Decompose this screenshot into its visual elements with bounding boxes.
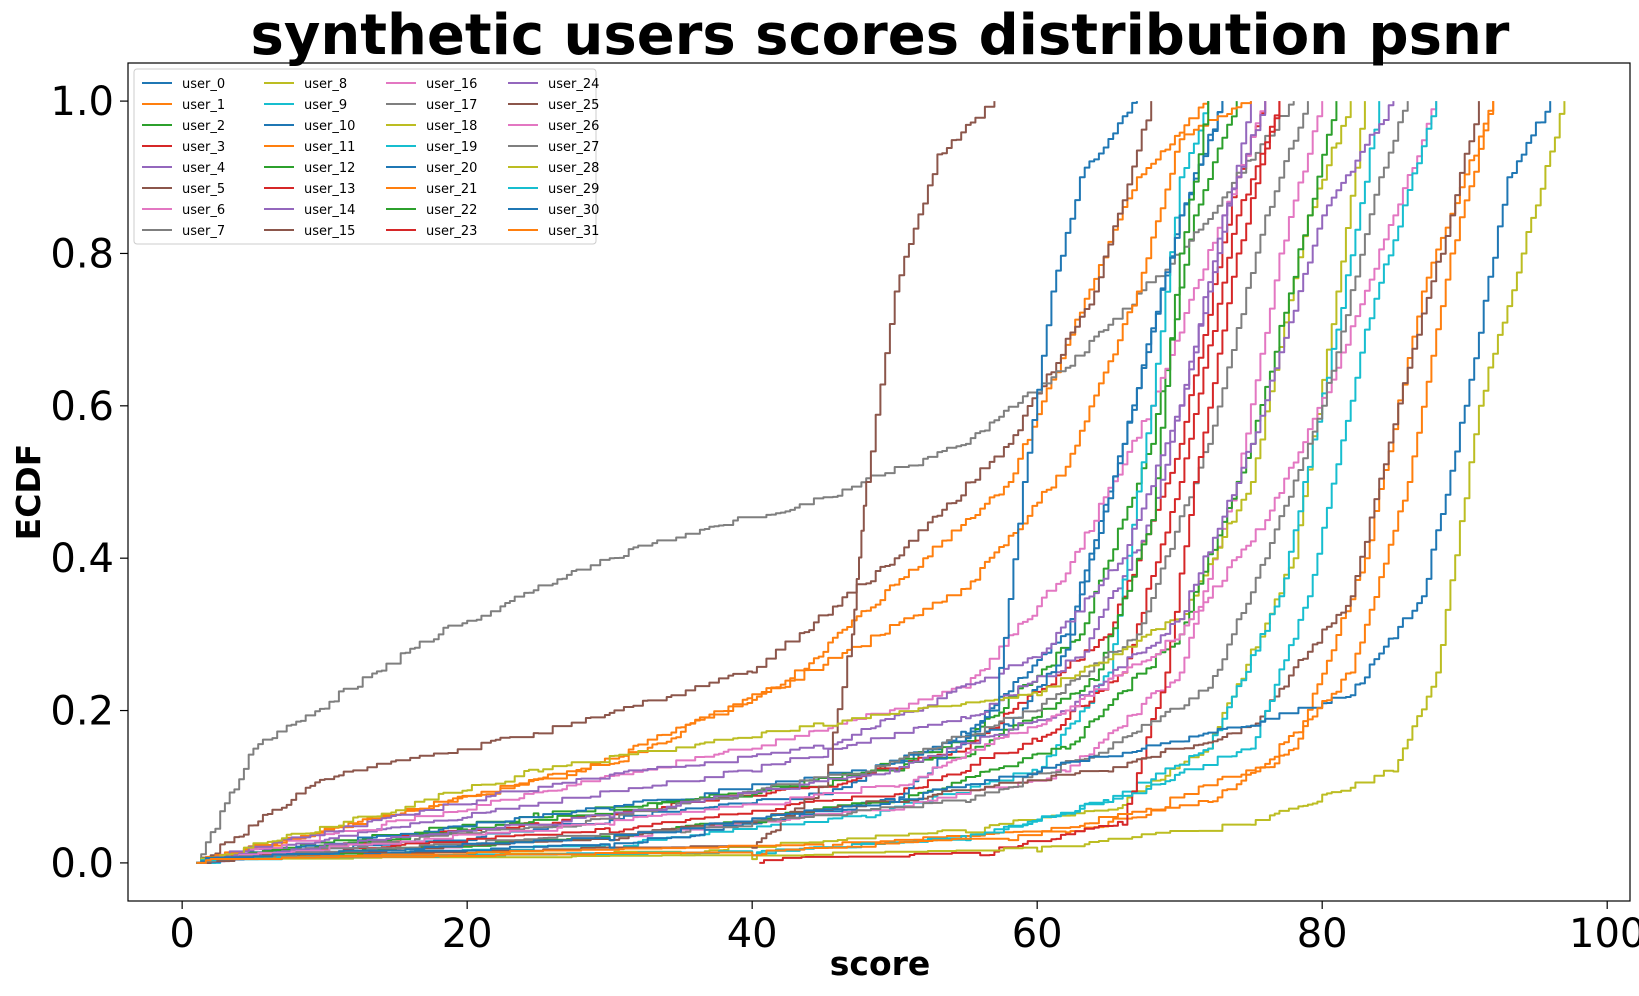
plot-area-frame — [127, 62, 1631, 902]
series-line-user_30 — [196, 101, 1552, 864]
chart-title: synthetic users scores distribution psnr — [251, 3, 1510, 68]
legend-entry: user_2 — [182, 119, 225, 134]
legend-entry: user_26 — [548, 119, 599, 134]
series-line-user_27 — [196, 101, 1409, 864]
legend-entry: user_12 — [304, 161, 355, 176]
legend-entry: user_11 — [304, 140, 355, 155]
legend-entry: user_19 — [426, 140, 477, 155]
y-axis-label: ECDF — [9, 444, 48, 541]
legend-entry: user_18 — [426, 119, 477, 134]
legend-entry: user_9 — [304, 98, 347, 113]
legend-entry: user_13 — [304, 182, 355, 197]
legend-entry: user_6 — [182, 203, 225, 218]
legend-entry: user_24 — [548, 77, 599, 92]
series-line-user_17 — [196, 101, 1309, 864]
legend-entry: user_23 — [426, 224, 477, 239]
legend-entry: user_28 — [548, 161, 599, 176]
x-tick-label: 0 — [169, 911, 194, 957]
y-tick-label: 1.0 — [50, 79, 114, 125]
legend-entry: user_5 — [182, 182, 225, 197]
legend: user_0user_1user_2user_3user_4user_5user… — [133, 68, 599, 245]
series-line-user_7 — [196, 101, 1295, 864]
y-tick-label: 0.2 — [50, 689, 114, 735]
legend-entry: user_7 — [182, 224, 225, 239]
series-line-user_10 — [196, 101, 1224, 864]
series-line-user_28 — [196, 101, 1566, 864]
legend-entry: user_4 — [182, 161, 225, 176]
series-line-user_26 — [196, 101, 1438, 864]
legend-entry: user_29 — [548, 182, 599, 197]
legend-entry: user_8 — [304, 77, 347, 92]
legend-entry: user_20 — [426, 161, 477, 176]
series-line-user_6 — [196, 101, 1267, 864]
legend-entry: user_14 — [304, 203, 355, 218]
legend-entry: user_1 — [182, 98, 225, 113]
x-tick-label: 20 — [442, 911, 493, 957]
legend-entry: user_22 — [426, 203, 477, 218]
legend-entry: user_15 — [304, 224, 355, 239]
legend-entry: user_30 — [548, 203, 599, 218]
legend-entry: user_10 — [304, 119, 355, 134]
legend-entry: user_0 — [182, 77, 225, 92]
legend-box — [133, 68, 597, 245]
legend-entry: user_27 — [548, 140, 599, 155]
y-tick-label: 0.8 — [50, 231, 114, 277]
series-line-user_23 — [759, 101, 1281, 864]
legend-entry: user_25 — [548, 98, 599, 113]
x-axis-label: score — [830, 944, 931, 983]
legend-entry: user_31 — [548, 224, 599, 239]
x-tick-label: 40 — [727, 911, 778, 957]
legend-entry: user_17 — [426, 98, 477, 113]
legend-entry: user_21 — [426, 182, 477, 197]
axis-ticks: 0 20 40 60 80 100 0.0 0.2 0.4 0.6 0.8 1.0 — [50, 79, 1639, 957]
series-line-user_5 — [196, 101, 1153, 864]
series-line-user_20 — [196, 101, 1138, 864]
plot-lines — [196, 101, 1566, 864]
series-line-user_4 — [196, 101, 1252, 864]
y-tick-label: 0.0 — [50, 841, 114, 887]
series-line-user_31 — [196, 101, 1495, 864]
x-tick-label: 80 — [1297, 911, 1348, 957]
y-tick-label: 0.6 — [50, 384, 114, 430]
series-line-user_14 — [196, 101, 1267, 864]
series-line-user_24 — [196, 101, 1395, 864]
y-tick-label: 0.4 — [50, 536, 114, 582]
legend-entry: user_3 — [182, 140, 225, 155]
x-tick-label: 60 — [1012, 911, 1063, 957]
legend-entry: user_16 — [426, 77, 477, 92]
x-tick-label: 100 — [1569, 911, 1639, 957]
